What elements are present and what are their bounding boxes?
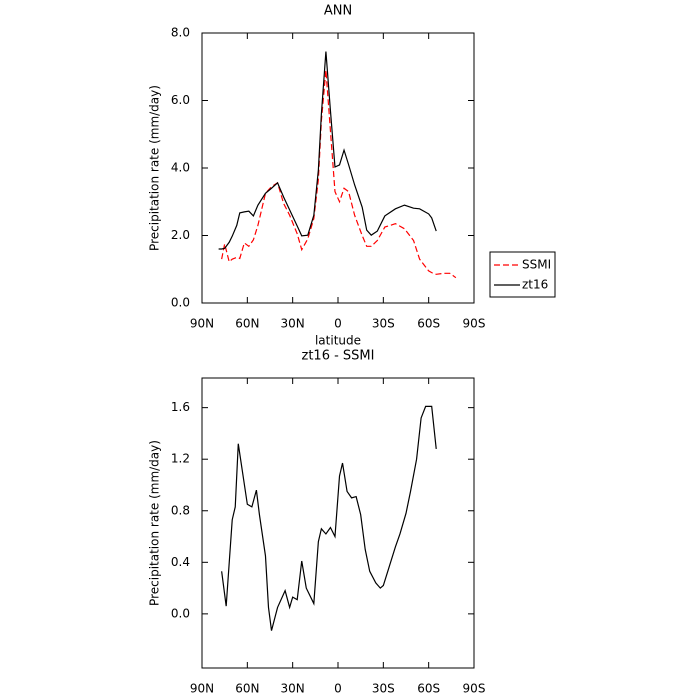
chart-title: zt16 - SSMI bbox=[302, 349, 375, 364]
y-axis-label: Precipitation rate (mm/day) bbox=[148, 440, 162, 606]
y-tick-label: 8.0 bbox=[171, 26, 190, 40]
x-tick-label: 30S bbox=[372, 682, 395, 696]
x-tick-label: 0 bbox=[334, 682, 342, 696]
y-tick-label: 0.0 bbox=[171, 606, 190, 620]
x-tick-label: 90S bbox=[463, 317, 486, 331]
x-axis-label: latitude bbox=[315, 334, 361, 348]
data-line bbox=[221, 70, 457, 279]
chart-title: ANN bbox=[324, 4, 352, 19]
x-tick-label: 90N bbox=[190, 317, 214, 331]
legend-label: SSMI bbox=[522, 258, 551, 272]
legend-box bbox=[489, 251, 556, 298]
x-tick-label: 60S bbox=[417, 682, 440, 696]
x-tick-label: 30S bbox=[372, 317, 395, 331]
x-tick-label: 60S bbox=[417, 317, 440, 331]
y-tick-label: 1.2 bbox=[171, 452, 190, 466]
x-tick-label: 30N bbox=[281, 682, 305, 696]
y-tick-label: 1.6 bbox=[171, 400, 190, 414]
x-tick-label: 60N bbox=[235, 317, 259, 331]
plot-frame bbox=[201, 32, 475, 304]
y-tick-label: 6.0 bbox=[171, 93, 190, 107]
x-axis-label: latitude bbox=[315, 699, 361, 700]
x-tick-label: 90N bbox=[190, 682, 214, 696]
y-tick-label: 2.0 bbox=[171, 228, 190, 242]
y-tick-label: 0.4 bbox=[171, 555, 190, 569]
y-tick-label: 0.8 bbox=[171, 503, 190, 517]
y-tick-label: 4.0 bbox=[171, 161, 190, 175]
x-tick-label: 60N bbox=[235, 682, 259, 696]
y-tick-label: 0.0 bbox=[171, 296, 190, 310]
x-tick-label: 0 bbox=[334, 317, 342, 331]
data-line bbox=[218, 51, 437, 250]
data-line bbox=[221, 405, 437, 631]
x-tick-label: 30N bbox=[281, 317, 305, 331]
legend-label: zt16 bbox=[522, 278, 548, 292]
x-tick-label: 90S bbox=[463, 682, 486, 696]
y-axis-label: Precipitation rate (mm/day) bbox=[148, 85, 162, 251]
